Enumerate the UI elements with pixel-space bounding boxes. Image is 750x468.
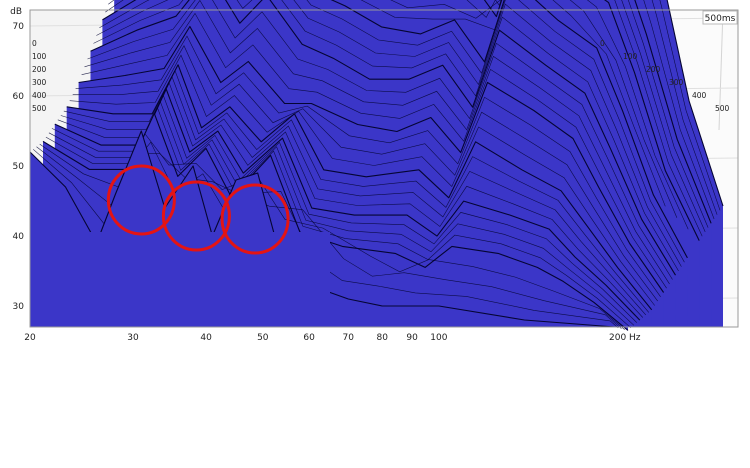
y-unit-label: dB — [10, 7, 22, 17]
y-tick-label: 70 — [13, 22, 25, 32]
highlight-circles — [106, 164, 290, 255]
x-tick-label: 200 Hz — [609, 333, 641, 343]
plot-frame — [29, 9, 739, 328]
slice-contour — [96, 0, 682, 267]
unit-labels: dB 500ms — [10, 7, 738, 25]
slice-contour — [93, 0, 679, 272]
time-tick-right: 300 — [669, 78, 684, 87]
highlight-circle — [161, 180, 231, 252]
time-tick-left: 0 — [32, 39, 37, 48]
time-ticks-left: 0 100 200 300 400 500 — [32, 39, 47, 113]
x-tick-label: 60 — [303, 333, 315, 343]
front-base — [30, 232, 330, 327]
slice-line — [102, 0, 688, 259]
slice-contour — [87, 0, 673, 280]
time-tick-left: 300 — [32, 78, 47, 87]
x-tick-label: 30 — [127, 333, 139, 343]
y-tick-label: 50 — [13, 162, 25, 172]
slice-contour — [108, 0, 678, 218]
slice-contour — [72, 45, 658, 302]
slice-contour — [81, 12, 667, 289]
y-axis-ticks: 10090807060504030 — [13, 22, 25, 312]
time-tick-right: 100 — [623, 52, 638, 61]
waterfall-slices — [29, 0, 724, 331]
slice-contour — [466, 0, 689, 230]
slice-line — [483, 0, 700, 241]
highlight-circle — [220, 183, 290, 255]
y-tick-label: 60 — [13, 92, 25, 102]
slice-contour — [621, 0, 706, 233]
time-range-box — [702, 10, 738, 25]
time-range-label: 500ms — [705, 14, 736, 24]
time-tick-right: 500 — [715, 104, 730, 113]
plot-border — [29, 9, 739, 328]
x-tick-label: 90 — [406, 333, 418, 343]
y-tick-label: 40 — [13, 232, 25, 242]
time-tick-left: 100 — [32, 52, 47, 61]
x-tick-label: 50 — [257, 333, 269, 343]
slice-contour — [99, 0, 685, 263]
slice-contour — [75, 35, 661, 297]
time-ticks-right: 0 100 200 300 400 500 — [600, 39, 730, 113]
time-tick-left: 500 — [32, 104, 47, 113]
slice-line — [78, 25, 665, 293]
x-tick-label: 100 — [430, 333, 447, 343]
slice-contour — [84, 0, 670, 285]
time-tick-left: 400 — [32, 91, 47, 100]
y-tick-label: 30 — [13, 302, 25, 312]
time-tick-right: 0 — [600, 39, 605, 48]
time-tick-right: 400 — [692, 91, 707, 100]
highlight-circle — [106, 164, 176, 236]
grid-line-x — [718, 9, 724, 131]
time-tick-right: 200 — [646, 65, 661, 74]
x-tick-label: 80 — [376, 333, 388, 343]
slice-line — [90, 0, 676, 276]
slice-contour — [495, 0, 703, 237]
slice-contour — [69, 54, 655, 306]
x-tick-label: 20 — [24, 333, 36, 343]
time-tick-left: 200 — [32, 65, 47, 74]
slice-contour — [105, 0, 666, 207]
x-tick-label: 40 — [200, 333, 212, 343]
x-tick-label: 70 — [343, 333, 355, 343]
x-axis-ticks: 20 30 40 50 60 70 80 90 100 200 Hz — [24, 333, 641, 343]
